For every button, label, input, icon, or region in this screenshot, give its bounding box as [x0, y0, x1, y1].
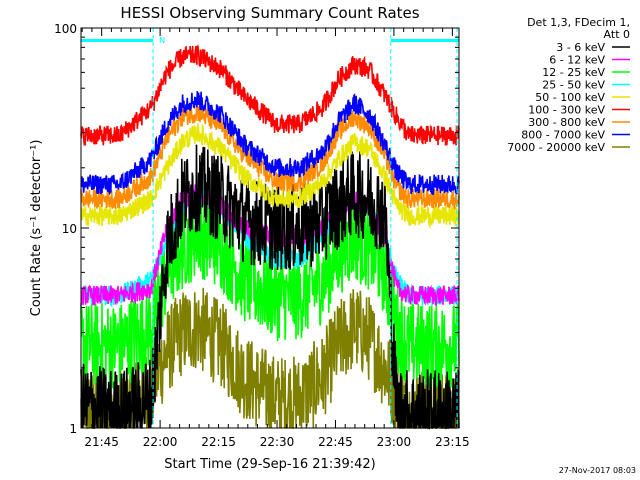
legend-header-line-2: Att 0: [604, 28, 630, 41]
series-50-100keV: [80, 123, 460, 229]
x-axis-label: Start Time (29-Sep-16 21:39:42): [164, 457, 375, 472]
x-tick-label: 22:00: [143, 435, 178, 449]
plot-area: [80, 44, 460, 430]
series-line: [80, 91, 460, 196]
legend-entry-label: 6 - 12 keV: [549, 54, 605, 67]
y-axis-label: Count Rate (s⁻¹ detector⁻¹): [29, 140, 44, 317]
y-tick-label: 10: [62, 222, 77, 236]
legend-header-line-1: Det 1,3, FDecim 1,: [527, 16, 630, 29]
series-line: [80, 144, 460, 430]
x-tick-label: 23:15: [435, 435, 470, 449]
y-tick-label: 1: [69, 422, 77, 436]
x-tick-label: 23:00: [377, 435, 412, 449]
x-tick-label: 22:15: [201, 435, 236, 449]
series-line: [80, 105, 460, 210]
footer-timestamp: 27-Nov-2017 08:03: [559, 466, 636, 475]
x-tick-label: 22:30: [260, 435, 295, 449]
x-tick-label: 22:45: [318, 435, 353, 449]
legend-entry-label: 12 - 25 keV: [542, 66, 605, 79]
legend-entry-label: 300 - 800 keV: [528, 116, 605, 129]
series-line: [80, 123, 460, 229]
series-800-7000keV: [80, 91, 460, 196]
flag-label: N: [159, 36, 165, 45]
y-tick-label: 100: [54, 22, 77, 36]
axes: N 1 10 100 21:45 22:00 22:15 22:30 22:45 23:00 23:…: [54, 22, 470, 449]
legend-entry-label: 800 - 7000 keV: [521, 129, 605, 142]
chart-title: HESSI Observing Summary Count Rates: [120, 4, 419, 22]
legend-entry-label: 100 - 300 keV: [528, 104, 605, 117]
series-300-800keV: [80, 105, 460, 210]
flag-bar: [390, 39, 459, 42]
legend-entry-label: 3 - 6 keV: [556, 41, 605, 54]
series-line: [80, 44, 460, 146]
x-tick-label: 21:45: [84, 435, 119, 449]
series-3-6keV: [80, 144, 460, 430]
legend-entry-label: 25 - 50 keV: [542, 79, 605, 92]
series-100-300keV: [80, 44, 460, 146]
legend-entry-label: 50 - 100 keV: [535, 91, 605, 104]
legend-entry-label: 7000 - 20000 keV: [507, 141, 605, 154]
flag-bar: [81, 39, 154, 42]
